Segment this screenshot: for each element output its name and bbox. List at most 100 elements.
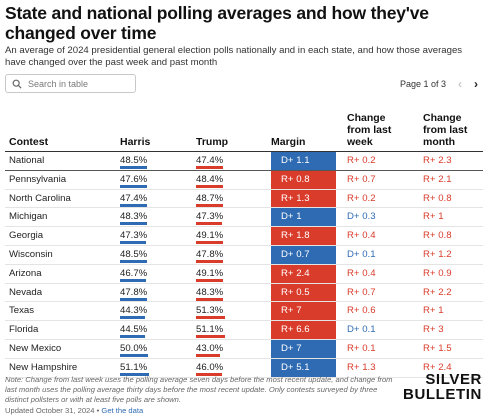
harris-value: 47.8% (120, 286, 148, 298)
harris-share-bar (120, 297, 147, 301)
margin-value: D+ 0.7 (271, 246, 336, 265)
change-month-value: R+ 2.2 (423, 286, 452, 298)
table-row: Texas 44.3% 51.3% R+ 7 R+ 0.6 R+ 1 (0, 302, 488, 322)
row-divider (5, 282, 483, 284)
contest-name: Wisconsin (9, 249, 53, 260)
column-header-harris[interactable]: Harris (120, 136, 151, 148)
harris-share-bar (120, 372, 149, 376)
change-week-value: R+ 0.4 (347, 267, 376, 279)
silver-bulletin-logo: SILVER BULLETIN (403, 371, 482, 403)
page-title: State and national polling averages and … (5, 3, 429, 43)
page-indicator: Page 1 of 3 (399, 79, 446, 89)
change-month-value: R+ 2.1 (423, 173, 452, 185)
harris-value: 44.5% (120, 324, 148, 336)
harris-value: 48.5% (120, 249, 148, 260)
margin-value: D+ 5.1 (271, 358, 336, 378)
contest-name: Georgia (9, 230, 44, 242)
harris-share-bar (120, 222, 147, 226)
pagination: Page 1 of 3 ‹ › (400, 76, 484, 92)
column-header-change-month[interactable]: Change from last month (423, 112, 468, 148)
column-header-contest[interactable]: Contest (9, 136, 49, 148)
harris-share-bar (120, 354, 148, 357)
table-header: Contest Harris Trump Margin Change from … (0, 110, 488, 152)
get-data-link[interactable]: Get the data (101, 406, 144, 415)
table-row: Georgia 47.3% 49.1% R+ 1.8 R+ 0.4 R+ 0.8 (0, 227, 488, 246)
row-divider (5, 207, 483, 209)
page-subtitle: An average of 2024 presidential general … (5, 45, 463, 68)
change-month-value: R+ 3 (423, 324, 444, 336)
trump-share-bar (196, 316, 225, 320)
row-divider (5, 301, 483, 303)
change-month-value: R+ 2.4 (423, 361, 452, 373)
column-header-change-week[interactable]: Change from last week (347, 112, 392, 148)
change-week-value: R+ 0.7 (347, 286, 376, 298)
row-divider (5, 376, 483, 378)
column-header-trump[interactable]: Trump (196, 136, 229, 148)
contest-name: Arizona (9, 267, 42, 279)
margin-value: D+ 1.1 (271, 152, 336, 171)
trump-value: 49.1% (196, 267, 224, 279)
footnote: Note: Change from last week uses the pol… (5, 375, 393, 404)
change-week-value: D+ 0.3 (347, 211, 376, 223)
change-week-value: R+ 0.6 (347, 305, 376, 317)
margin-value: R+ 1.3 (271, 189, 336, 209)
trump-share-bar (196, 184, 223, 188)
search-icon (12, 79, 22, 89)
margin-value: R+ 6.6 (271, 321, 336, 340)
harris-value: 48.5% (120, 155, 148, 166)
harris-value: 47.3% (120, 230, 148, 242)
trump-value: 51.3% (196, 305, 224, 317)
margin-value: R+ 0.8 (271, 170, 336, 190)
chevron-left-icon[interactable]: ‹ (458, 77, 462, 91)
trump-value: 51.1% (196, 324, 224, 336)
margin-value: R+ 1.8 (271, 227, 336, 246)
contest-name: Texas (9, 305, 35, 317)
change-week-value: D+ 0.1 (347, 249, 376, 260)
column-header-margin[interactable]: Margin (271, 136, 306, 148)
table-row: National 48.5% 47.4% D+ 1.1 R+ 0.2 R+ 2.3 (0, 152, 488, 171)
harris-value: 51.1% (120, 361, 148, 373)
harris-value: 47.4% (120, 192, 148, 204)
chevron-right-icon[interactable]: › (474, 77, 478, 91)
trump-value: 47.3% (196, 211, 224, 223)
change-month-value: R+ 1.5 (423, 343, 452, 354)
change-week-value: R+ 0.1 (347, 343, 376, 354)
change-week-value: D+ 0.1 (347, 324, 376, 336)
contest-name: National (9, 155, 45, 166)
change-month-value: R+ 0.9 (423, 267, 452, 279)
trump-value: 47.4% (196, 155, 224, 166)
trump-share-bar (196, 354, 220, 357)
contest-name: Pennsylvania (9, 173, 67, 185)
trump-share-bar (196, 335, 225, 339)
contest-name: Florida (9, 324, 39, 336)
trump-value: 43.0% (196, 343, 224, 354)
table-row: North Carolina 47.4% 48.7% R+ 1.3 R+ 0.2 R+ 0… (0, 189, 488, 209)
harris-value: 47.6% (120, 173, 148, 185)
row-divider (5, 244, 483, 246)
table-row: Nevada 47.8% 48.3% R+ 0.5 R+ 0.7 R+ 2.2 (0, 283, 488, 303)
row-divider (5, 357, 483, 359)
trump-value: 48.4% (196, 173, 224, 185)
trump-value: 48.7% (196, 192, 224, 204)
harris-value: 46.7% (120, 267, 148, 279)
harris-value: 44.3% (120, 305, 148, 317)
trump-share-bar (196, 166, 223, 169)
search-input[interactable] (28, 78, 128, 89)
change-week-value: R+ 1.3 (347, 361, 376, 373)
margin-value: R+ 7 (271, 302, 336, 322)
updated-line: Updated October 31, 2024 • Get the data (5, 406, 143, 415)
trump-value: 47.8% (196, 249, 224, 260)
table-row: Arizona 46.7% 49.1% R+ 2.4 R+ 0.4 R+ 0.9 (0, 264, 488, 284)
row-divider (5, 169, 483, 171)
table-row: Pennsylvania 47.6% 48.4% R+ 0.8 R+ 0.7 R+ 2.1 (0, 170, 488, 190)
table-row: Wisconsin 48.5% 47.8% D+ 0.7 D+ 0.1 R+ 1.2 (0, 246, 488, 265)
harris-value: 50.0% (120, 343, 148, 354)
trump-value: 46.0% (196, 361, 224, 373)
table-row: New Hampshire 51.1% 46.0% D+ 5.1 R+ 1.3 R+ 2.… (0, 358, 488, 378)
harris-share-bar (120, 335, 145, 339)
trump-share-bar (196, 260, 223, 263)
search-box[interactable] (5, 74, 136, 93)
harris-share-bar (120, 203, 147, 207)
contest-name: Nevada (9, 286, 43, 298)
row-divider (5, 188, 483, 190)
